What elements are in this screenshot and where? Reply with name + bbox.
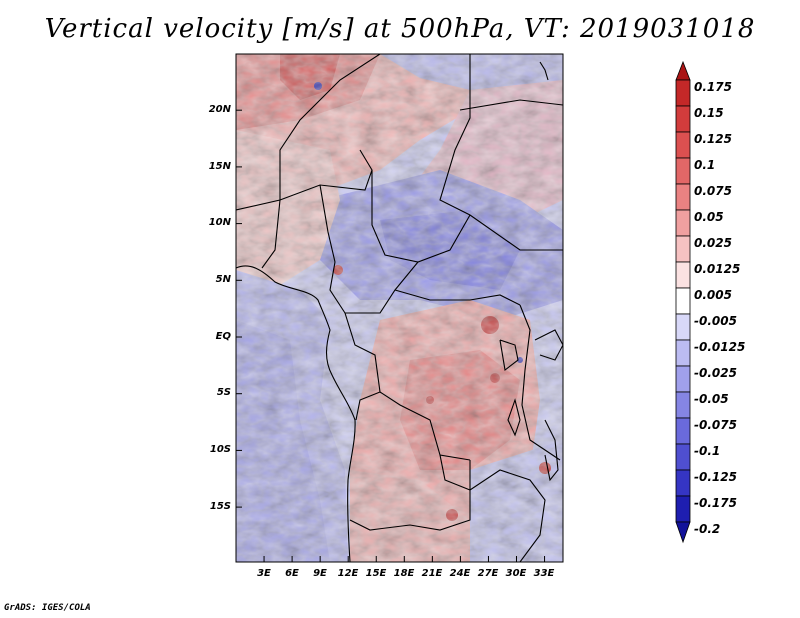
lon-label-24e: 24E (449, 568, 471, 579)
colorbar-swatch (675, 495, 691, 523)
colorbar-label: 0.1 (694, 158, 716, 172)
colorbar-swatch (675, 235, 691, 263)
lon-label-3e: 3E (257, 568, 271, 579)
colorbar-arrow-top (675, 60, 691, 81)
lat-label-10n: 10N (208, 217, 231, 228)
colorbar-swatch (675, 287, 691, 315)
colorbar-label: -0.005 (694, 314, 737, 328)
lon-label-12e: 12E (337, 568, 359, 579)
colorbar-swatch (675, 365, 691, 393)
colorbar-label: 0.175 (694, 80, 732, 94)
colorbar-swatch (675, 105, 691, 133)
colorbar-swatch (675, 261, 691, 289)
colorbar-swatch (675, 313, 691, 341)
map-title: Vertical velocity [m/s] at 500hPa, VT: 2… (44, 14, 756, 44)
colorbar-label: 0.025 (694, 236, 732, 250)
lon-label-30e: 30E (505, 568, 527, 579)
colorbar-swatch (675, 469, 691, 497)
lat-label-eq: EQ (215, 331, 231, 342)
colorbar-swatch (675, 209, 691, 237)
lat-label-5s: 5S (216, 387, 231, 398)
lon-label-9e: 9E (313, 568, 327, 579)
lon-label-21e: 21E (421, 568, 443, 579)
colorbar-label: -0.075 (694, 418, 737, 432)
map-frame (235, 53, 564, 563)
lat-label-15n: 15N (208, 161, 231, 172)
colorbar-swatch (675, 417, 691, 445)
colorbar-swatch (675, 79, 691, 107)
colorbar (675, 60, 691, 544)
colorbar-label: 0.15 (694, 106, 724, 120)
lat-label-15s: 15S (209, 501, 231, 512)
colorbar-label: 0.075 (694, 184, 732, 198)
lon-label-18e: 18E (393, 568, 415, 579)
colorbar-swatch (675, 183, 691, 211)
colorbar-label: 0.125 (694, 132, 732, 146)
velocity-field (236, 54, 563, 562)
colorbar-label: -0.05 (694, 392, 729, 406)
lon-label-33e: 33E (533, 568, 555, 579)
colorbar-label: -0.1 (694, 444, 721, 458)
lat-label-10s: 10S (209, 444, 231, 455)
lon-label-15e: 15E (365, 568, 387, 579)
colorbar-label: 0.005 (694, 288, 732, 302)
colorbar-label: -0.125 (694, 470, 737, 484)
colorbar-swatch (675, 339, 691, 367)
colorbar-swatch (675, 391, 691, 419)
colorbar-label: 0.05 (694, 210, 724, 224)
colorbar-swatch (675, 443, 691, 471)
lat-label-20n: 20N (208, 104, 231, 115)
colorbar-swatch (675, 157, 691, 185)
colorbar-label: -0.025 (694, 366, 737, 380)
lon-label-27e: 27E (477, 568, 499, 579)
colorbar-swatch (675, 131, 691, 159)
colorbar-arrow-bottom (675, 521, 691, 544)
grads-credit: GrADS: IGES/COLA (4, 603, 91, 613)
colorbar-label: -0.175 (694, 496, 737, 510)
boundary-lines (236, 54, 563, 562)
lon-label-6e: 6E (285, 568, 299, 579)
colorbar-label: -0.0125 (694, 340, 746, 354)
lat-label-5n: 5N (215, 274, 231, 285)
colorbar-label: 0.0125 (694, 262, 741, 276)
colorbar-label: -0.2 (694, 522, 721, 536)
